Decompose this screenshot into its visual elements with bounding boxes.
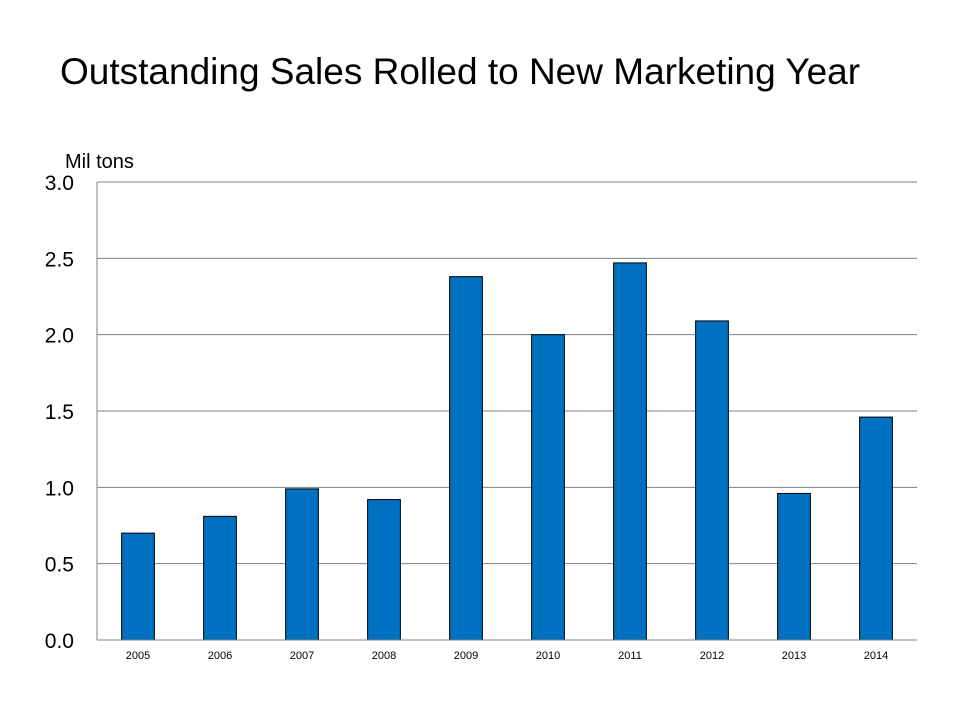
bar-2005 xyxy=(121,532,155,641)
x-tick-label: 2014 xyxy=(864,650,888,662)
chart-title: Outstanding Sales Rolled to New Marketin… xyxy=(60,51,861,92)
y-unit-label: Mil tons xyxy=(65,151,134,173)
x-tick-label: 2011 xyxy=(618,650,642,662)
bar-2012 xyxy=(695,320,729,641)
x-tick-label: 2012 xyxy=(700,650,724,662)
y-tick-label: 1.5 xyxy=(45,401,74,424)
bars xyxy=(121,262,893,641)
x-tick-label: 2006 xyxy=(208,650,232,662)
y-tick-labels: 0.0 0.5 1.0 1.5 2.0 2.5 3.0 xyxy=(45,172,74,653)
axes xyxy=(96,182,917,641)
bar-2014 xyxy=(859,416,893,641)
x-tick-label: 2005 xyxy=(126,650,150,662)
bar-2010 xyxy=(531,334,565,641)
y-tick-label: 1.0 xyxy=(45,477,74,500)
bar-2013 xyxy=(777,492,811,641)
x-tick-label: 2009 xyxy=(454,650,478,662)
y-tick-label: 0.0 xyxy=(45,630,74,653)
bar-2008 xyxy=(367,499,401,641)
y-tick-label: 0.5 xyxy=(45,554,74,577)
x-tick-label: 2007 xyxy=(290,650,314,662)
bar-2009 xyxy=(449,276,483,641)
y-tick-label: 2.5 xyxy=(45,248,74,271)
x-tick-label: 2013 xyxy=(782,650,806,662)
x-tick-label: 2010 xyxy=(536,650,560,662)
bar-2006 xyxy=(203,515,237,641)
y-tick-label: 2.0 xyxy=(45,325,74,348)
bar-2011 xyxy=(613,262,647,641)
y-tick-label: 3.0 xyxy=(45,172,74,195)
x-tick-label: 2008 xyxy=(372,650,396,662)
x-tick-labels: 2005 2006 2007 2008 2009 2010 2011 2012 2013 2014 xyxy=(126,650,888,662)
bar-2007 xyxy=(285,488,319,641)
